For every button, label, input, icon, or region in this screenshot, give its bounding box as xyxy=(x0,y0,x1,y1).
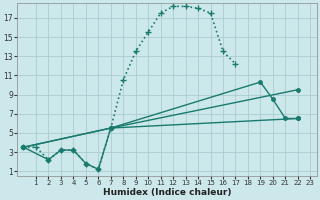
X-axis label: Humidex (Indice chaleur): Humidex (Indice chaleur) xyxy=(103,188,231,197)
